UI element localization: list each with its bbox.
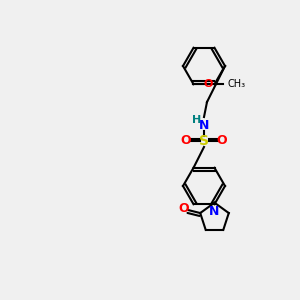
Text: N: N [209,205,220,218]
Text: O: O [181,134,191,148]
Text: O: O [178,202,189,215]
Text: N: N [199,119,209,133]
Text: CH₃: CH₃ [228,79,246,89]
Text: O: O [204,79,213,89]
Text: S: S [199,134,209,148]
Text: O: O [217,134,227,148]
Text: H: H [192,115,201,125]
